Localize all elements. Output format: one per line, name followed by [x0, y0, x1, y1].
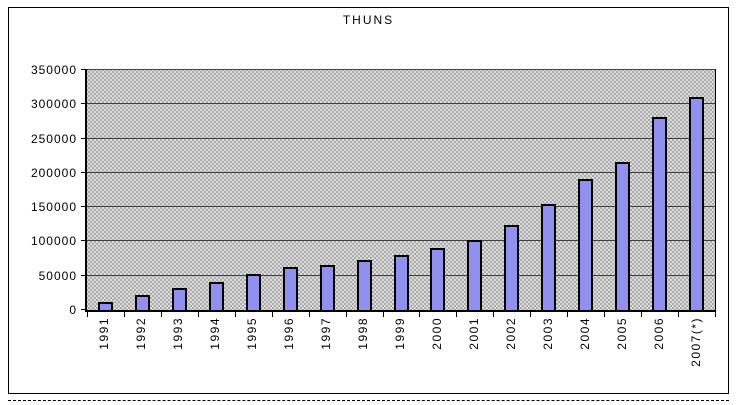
x-axis-label: 2000	[429, 317, 444, 350]
page-break-dashed-line	[8, 400, 729, 401]
gridline	[87, 69, 715, 70]
x-tick	[493, 312, 495, 317]
bar-2006	[652, 117, 668, 310]
y-tick	[81, 103, 86, 105]
gridline	[87, 240, 715, 242]
x-tick	[197, 312, 199, 317]
x-axis-label: 2006	[651, 317, 666, 350]
gridline	[87, 137, 715, 139]
x-axis-label: 2003	[540, 317, 555, 350]
x-tick	[382, 312, 384, 317]
bar-1994	[208, 282, 224, 310]
y-axis-label: 350000	[30, 63, 77, 77]
x-axis-label: 1997	[319, 317, 334, 350]
bar-2005	[615, 162, 631, 310]
bar-1993	[171, 288, 187, 310]
y-tick	[81, 206, 86, 208]
x-tick	[604, 312, 606, 317]
bar-2000	[430, 248, 446, 310]
x-tick	[160, 312, 162, 317]
gridline	[87, 171, 715, 173]
x-tick	[419, 312, 421, 317]
bar-2007(*)	[689, 97, 705, 310]
bar-1996	[282, 267, 298, 310]
x-axis-label: 2002	[503, 317, 518, 350]
y-axis-label: 250000	[30, 131, 77, 146]
y-axis-label: 100000	[30, 234, 77, 249]
x-axis-label: 1998	[356, 317, 371, 350]
bar-1998	[356, 260, 372, 310]
x-axis-label: 2007(*)	[688, 317, 703, 367]
x-tick	[567, 312, 569, 317]
x-tick	[530, 312, 532, 317]
y-tick	[81, 274, 86, 276]
x-axis-label: 1995	[245, 317, 260, 350]
y-tick	[81, 240, 86, 242]
y-tick	[81, 137, 86, 139]
x-axis-label: 1992	[134, 317, 149, 350]
y-axis-label: 0	[69, 303, 77, 317]
bar-2002	[504, 225, 520, 310]
x-tick	[456, 312, 458, 317]
x-axis-label: 2001	[466, 317, 481, 350]
x-tick	[345, 312, 347, 317]
x-tick	[234, 312, 236, 317]
y-axis-line	[85, 69, 87, 312]
x-axis-label: 1994	[208, 317, 223, 350]
y-axis-label: 50000	[38, 268, 77, 283]
bar-2001	[467, 240, 483, 310]
x-axis-line	[85, 310, 716, 312]
bar-1997	[319, 265, 335, 310]
y-tick	[81, 171, 86, 173]
x-axis-label: 1991	[97, 317, 112, 350]
x-tick	[308, 312, 310, 317]
x-axis-label: 2005	[614, 317, 629, 350]
y-axis-label: 300000	[30, 97, 77, 112]
x-tick	[678, 312, 680, 317]
x-axis-label: 1993	[171, 317, 186, 350]
plot-right-border	[715, 69, 716, 311]
bar-1991	[97, 302, 113, 310]
x-tick	[715, 312, 716, 317]
bar-1992	[134, 295, 150, 310]
gridline	[87, 103, 715, 105]
x-tick	[641, 312, 643, 317]
x-tick	[87, 312, 88, 317]
x-axis-label: 1996	[282, 317, 297, 350]
y-tick	[81, 309, 86, 310]
x-tick	[123, 312, 125, 317]
bar-2004	[578, 179, 594, 310]
chart-title: THUNS	[342, 13, 395, 27]
bar-1999	[393, 255, 409, 310]
bar-2003	[541, 204, 557, 310]
gridline	[87, 206, 715, 208]
y-tick	[81, 69, 86, 70]
bar-1995	[245, 274, 261, 310]
y-axis-label: 150000	[30, 200, 77, 215]
x-tick	[271, 312, 273, 317]
y-axis-label: 200000	[30, 165, 77, 180]
x-axis-label: 2004	[577, 317, 592, 350]
x-axis-label: 1999	[393, 317, 407, 350]
